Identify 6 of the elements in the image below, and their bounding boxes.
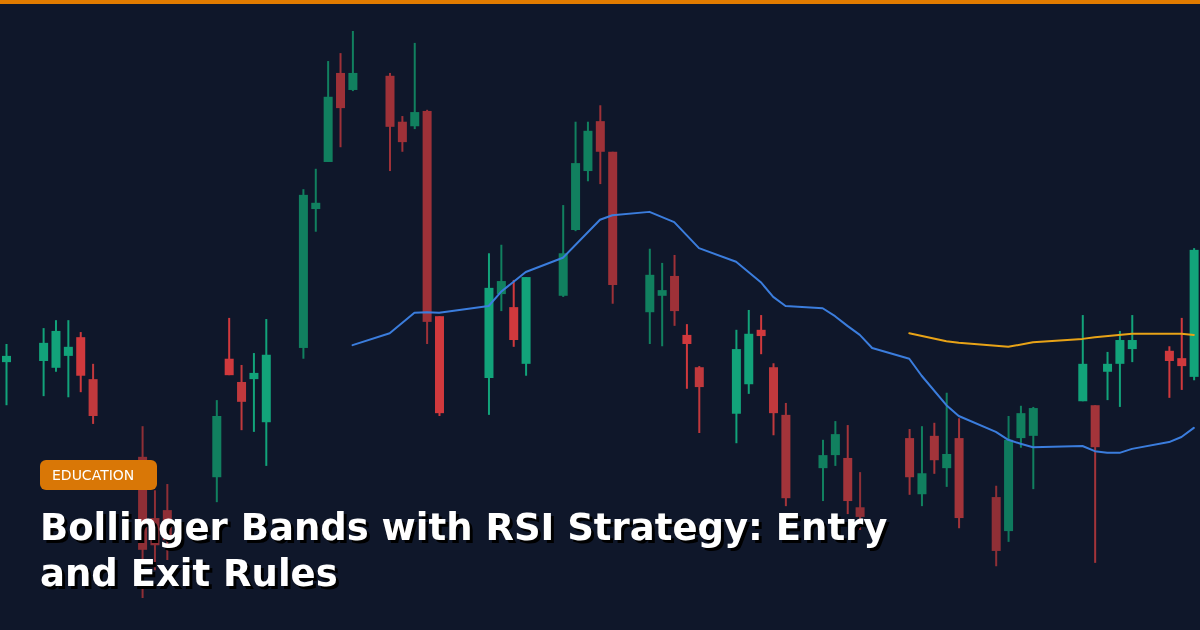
annotation: EDUCATION [40,460,158,490]
candlestick [311,168,321,232]
text: Bollinger Bands with RSI Strategy: Entry and Exit Rules [40,505,889,597]
candlestick [657,262,667,347]
candlestick [2,343,11,406]
candlestick [249,353,259,432]
